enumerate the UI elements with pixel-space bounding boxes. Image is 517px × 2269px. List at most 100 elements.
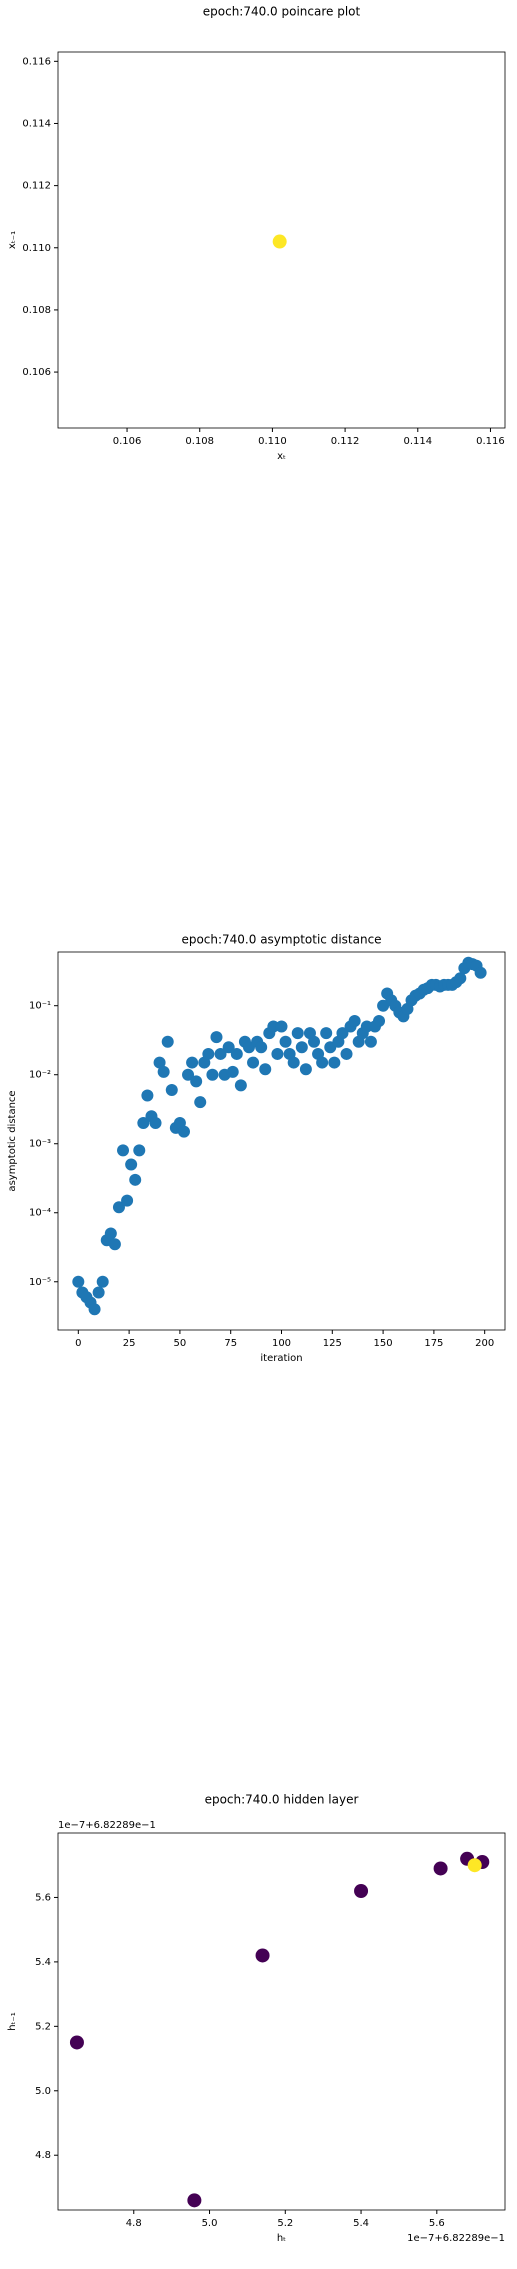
point <box>474 966 487 979</box>
y-offset-text: 1e−7+6.82289e−1 <box>58 1820 156 1831</box>
axes-frame <box>57 51 506 429</box>
point <box>275 1020 288 1033</box>
point <box>247 1056 260 1069</box>
x-tick-label: 25 <box>123 1338 136 1349</box>
point <box>121 1194 134 1207</box>
point <box>88 1303 101 1316</box>
x-tick-label: 200 <box>475 1338 494 1349</box>
y-tick-label: 0.112 <box>22 181 51 192</box>
point <box>467 1858 482 1873</box>
y-axis-label: xₜ₋₁ <box>7 231 18 249</box>
y-axis-label: asymptotic distance <box>7 1090 18 1191</box>
point <box>291 1027 304 1040</box>
x-tick-label: 0.114 <box>403 436 432 447</box>
point <box>271 1047 284 1060</box>
point <box>182 1068 195 1081</box>
point <box>133 1144 146 1157</box>
point <box>141 1089 154 1102</box>
point <box>108 1238 121 1251</box>
x-tick-label: 5.4 <box>353 2218 369 2229</box>
point <box>187 2193 202 2208</box>
point <box>348 1015 361 1028</box>
point <box>272 234 287 249</box>
point <box>104 1227 117 1240</box>
y-axis-label: hₜ₋₁ <box>7 2012 18 2031</box>
point <box>92 1286 105 1299</box>
x-tick-label: 0 <box>75 1338 81 1349</box>
point <box>149 1116 162 1129</box>
point <box>190 1075 203 1088</box>
point <box>299 1063 312 1076</box>
x-tick-label: 0.110 <box>258 436 287 447</box>
point <box>279 1035 292 1048</box>
point <box>125 1158 138 1171</box>
y-tick-label: 5.0 <box>35 2086 51 2097</box>
y-tick-label: 0.114 <box>22 118 51 129</box>
point <box>259 1063 272 1076</box>
chart-title: epoch:740.0 asymptotic distance <box>181 933 381 947</box>
point <box>206 1068 219 1081</box>
point <box>255 1948 270 1963</box>
point <box>202 1047 215 1060</box>
point <box>295 1041 308 1054</box>
point <box>316 1056 329 1069</box>
point <box>234 1079 247 1092</box>
y-tick-label: 10⁻⁵ <box>29 1277 51 1288</box>
x-tick-label: 75 <box>224 1338 237 1349</box>
axes-frame <box>57 951 506 1331</box>
point <box>214 1047 227 1060</box>
y-tick-label: 10⁻¹ <box>29 1001 51 1012</box>
x-offset-text: 1e−7+6.82289e−1 <box>407 2233 505 2244</box>
x-tick-label: 50 <box>174 1338 187 1349</box>
x-tick-label: 150 <box>374 1338 393 1349</box>
x-axis-label: xₜ <box>277 451 286 462</box>
point <box>112 1201 125 1214</box>
point <box>340 1047 353 1060</box>
x-tick-label: 0.112 <box>331 436 360 447</box>
point <box>364 1035 377 1048</box>
point <box>226 1065 239 1078</box>
chart-title: epoch:740.0 poincare plot <box>203 5 361 19</box>
point <box>129 1173 142 1186</box>
point <box>230 1047 243 1060</box>
point <box>210 1031 223 1044</box>
y-tick-label: 4.8 <box>35 2150 51 2161</box>
x-tick-label: 0.116 <box>476 436 505 447</box>
x-tick-label: 175 <box>424 1338 443 1349</box>
y-tick-label: 0.110 <box>22 243 51 254</box>
point <box>287 1056 300 1069</box>
chart-title: epoch:740.0 hidden layer <box>205 1793 359 1807</box>
point <box>194 1096 207 1109</box>
x-axis-label: hₜ <box>277 2233 286 2244</box>
point <box>165 1084 178 1097</box>
x-tick-label: 125 <box>323 1338 342 1349</box>
y-tick-label: 5.2 <box>35 2021 51 2032</box>
y-tick-label: 5.6 <box>35 1892 51 1903</box>
point <box>354 1884 369 1898</box>
point <box>96 1275 109 1288</box>
point <box>186 1056 199 1069</box>
x-tick-label: 5.2 <box>277 2218 293 2229</box>
point <box>328 1056 341 1069</box>
point <box>373 1015 386 1028</box>
point <box>433 1861 448 1876</box>
point <box>157 1065 170 1078</box>
point <box>177 1125 190 1138</box>
point <box>454 972 467 985</box>
point <box>69 2035 84 2050</box>
x-axis-label: iteration <box>260 1353 302 1364</box>
y-tick-label: 0.116 <box>22 56 51 67</box>
point <box>117 1144 130 1157</box>
point <box>255 1041 268 1054</box>
x-tick-label: 100 <box>272 1338 291 1349</box>
point <box>336 1027 349 1040</box>
y-tick-label: 10⁻⁴ <box>29 1208 51 1219</box>
x-tick-label: 4.8 <box>126 2218 142 2229</box>
y-tick-label: 0.108 <box>22 305 51 316</box>
y-tick-label: 10⁻² <box>29 1070 51 1081</box>
point <box>320 1027 333 1040</box>
x-tick-label: 0.108 <box>185 436 214 447</box>
point <box>308 1035 321 1048</box>
y-tick-label: 5.4 <box>35 1957 51 1968</box>
